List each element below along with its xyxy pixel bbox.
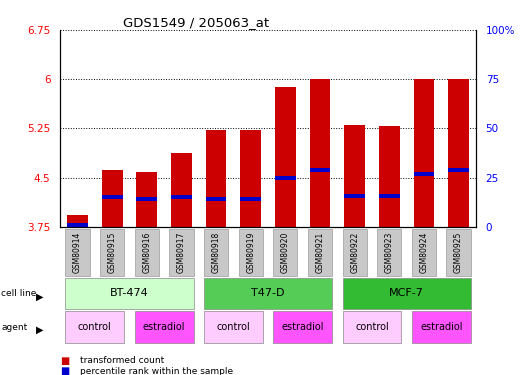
Bar [67,215,88,227]
Text: GSM80915: GSM80915 [108,231,117,273]
Bar [137,197,157,201]
Text: GSM80922: GSM80922 [350,231,359,273]
Text: cell line: cell line [1,289,37,298]
Bar [448,168,469,172]
Text: ▶: ▶ [36,325,43,335]
Text: transformed count: transformed count [80,356,164,365]
Text: GDS1549 / 205063_at: GDS1549 / 205063_at [122,16,269,29]
Text: control: control [217,322,251,332]
Bar [171,153,192,227]
Bar [206,197,226,201]
Text: GSM80917: GSM80917 [177,231,186,273]
Text: agent: agent [1,322,27,332]
Text: MCF-7: MCF-7 [389,288,424,298]
Bar [171,195,192,200]
Bar [241,130,261,227]
Text: GSM80924: GSM80924 [419,231,428,273]
Text: BT-474: BT-474 [110,288,149,298]
Bar [414,172,434,176]
Text: ■: ■ [60,356,70,366]
Text: T47-D: T47-D [251,288,285,298]
Text: control: control [78,322,112,332]
Bar [241,197,261,201]
Bar [101,170,122,227]
Bar [275,87,295,227]
Bar [344,194,365,198]
Text: GSM80914: GSM80914 [73,231,82,273]
Text: ▶: ▶ [36,291,43,302]
Text: estradiol: estradiol [281,322,324,332]
Bar [379,126,400,227]
Bar [206,130,226,227]
Text: estradiol: estradiol [143,322,185,332]
Bar [310,168,331,172]
Text: ■: ■ [60,366,70,375]
Text: GSM80918: GSM80918 [212,231,221,273]
Bar [344,125,365,227]
Text: GSM80919: GSM80919 [246,231,255,273]
Text: GSM80925: GSM80925 [454,231,463,273]
Bar [310,79,331,227]
Bar [137,172,157,227]
Text: GSM80920: GSM80920 [281,231,290,273]
Bar [414,79,434,227]
Bar [448,79,469,227]
Text: GSM80923: GSM80923 [385,231,394,273]
Text: percentile rank within the sample: percentile rank within the sample [80,367,233,375]
Text: control: control [355,322,389,332]
Bar [101,195,122,200]
Bar [379,194,400,198]
Bar [67,223,88,227]
Text: GSM80921: GSM80921 [315,231,324,273]
Bar [275,176,295,180]
Text: estradiol: estradiol [420,322,462,332]
Text: GSM80916: GSM80916 [142,231,151,273]
